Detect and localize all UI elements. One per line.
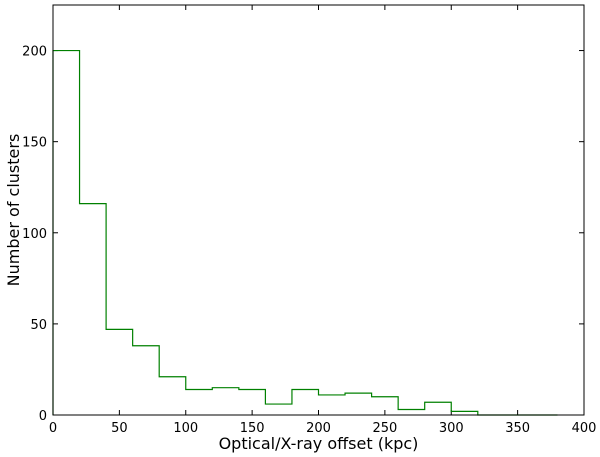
x-tick-label: 150 [240,421,265,436]
tick-labels: 0 50 100 150 200 250 300 350 400 0 50 100 150 200 [22,45,596,436]
x-tick-label: 0 [49,421,57,436]
x-tick-label: 350 [505,421,530,436]
y-tick-label: 0 [39,409,47,424]
plot-frame [52,4,585,416]
x-tick-label: 400 [572,421,597,436]
y-tick-label: 150 [22,136,47,151]
y-tick-label: 50 [30,318,47,333]
x-tick-label: 250 [372,421,397,436]
x-axis-label: Optical/X-ray offset (kpc) [219,434,419,453]
axis-ticks [52,5,585,416]
y-tick-label: 200 [22,45,47,60]
histogram-outline [52,49,558,416]
y-tick-label: 100 [22,227,47,242]
x-tick-label: 200 [306,421,331,436]
y-axis-label: Number of clusters [4,134,23,287]
x-tick-label: 100 [173,421,198,436]
x-tick-label: 50 [111,421,128,436]
x-tick-label: 300 [439,421,464,436]
